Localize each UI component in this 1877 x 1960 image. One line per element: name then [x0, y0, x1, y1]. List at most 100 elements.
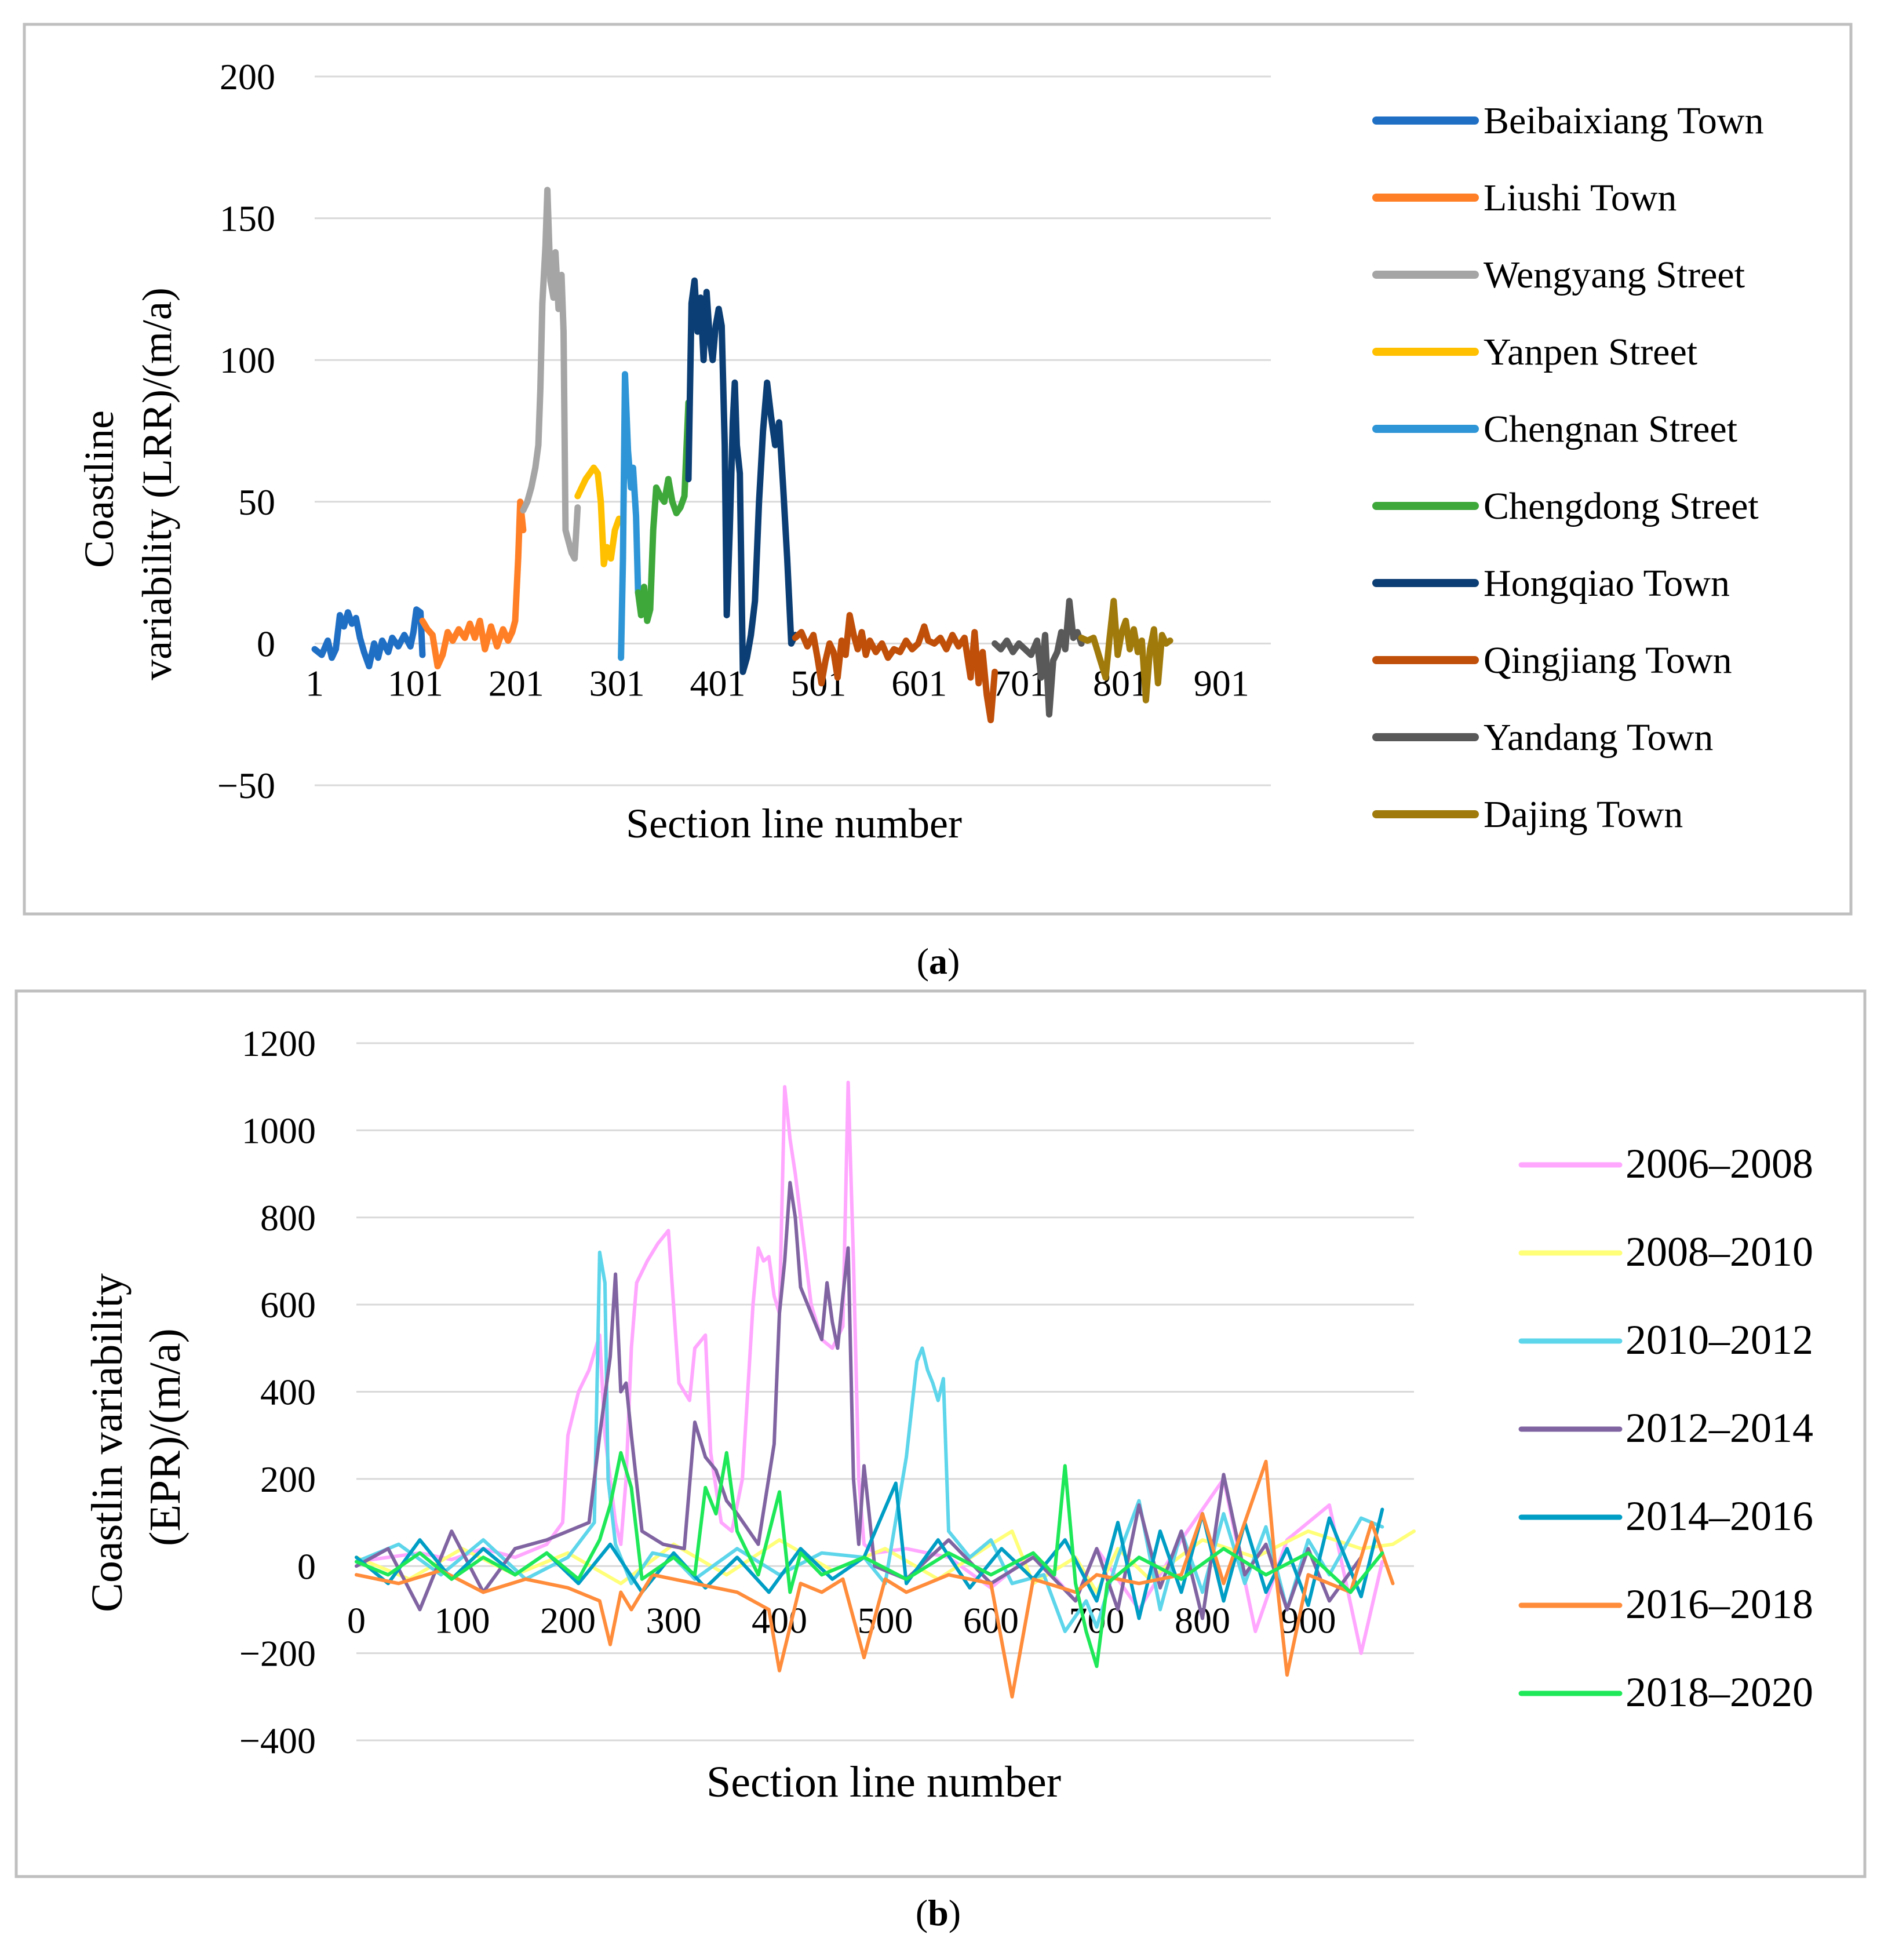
chart-a-legend-item: Liushi Town: [1372, 177, 1676, 219]
chart-a-ylabel-line2: variability (LRR)/(m/a): [134, 287, 180, 680]
chart-b-legend: 2006–2008 2008–2010 2010–2012 2012–2014 2014…: [1518, 1141, 1813, 1715]
chart-a-legend-item: Yanpen Street: [1372, 331, 1697, 373]
chart-a-series-line-6: [635, 399, 692, 624]
chart-b-legend-item: 2006–2008: [1518, 1141, 1813, 1187]
chart-a-series-line-10: [1078, 598, 1173, 704]
chart-a-legend-label: Chengdong Street: [1484, 485, 1759, 527]
chart-a-ytick-label: 50: [238, 482, 275, 523]
chart-b-ytick-label: 800: [260, 1197, 316, 1238]
chart-a-ytick-label: 150: [220, 198, 275, 239]
chart-a-yticks: 200 150 100 50 0 −50: [217, 56, 275, 806]
chart-a-legend-item: Wengyang Street: [1372, 254, 1745, 296]
chart-a-series-line-8: [792, 612, 998, 723]
chart-b-legend-item: 2008–2010: [1518, 1229, 1813, 1275]
chart-b-legend-item: 2016–2018: [1518, 1581, 1813, 1627]
chart-b-xticks: 0 100 200 300 400 500 600 700 800 900: [347, 1600, 1336, 1641]
chart-b-xlabel: Section line number: [706, 1758, 1061, 1806]
chart-a-xtick-label: 601: [891, 662, 947, 704]
chart-b-legend-item: 2014–2016: [1518, 1493, 1813, 1539]
chart-b-xtick-label: 0: [347, 1600, 366, 1641]
chart-b-ytick-label: 200: [260, 1459, 316, 1500]
chart-b-ytick-label: 400: [260, 1372, 316, 1413]
chart-b-legend-item: 2012–2014: [1518, 1405, 1813, 1451]
panel-b-label: b: [928, 1892, 949, 1933]
chart-b-series-line-6: [355, 1459, 1395, 1699]
chart-a-legend-label: Wengyang Street: [1484, 254, 1745, 296]
chart-b-series-line-3: [355, 1250, 1384, 1633]
chart-b-xtick-label: 300: [646, 1600, 702, 1641]
chart-a-xtick-label: 301: [589, 662, 645, 704]
chart-a-series: [311, 187, 1173, 723]
panel-a-label: a: [929, 941, 947, 982]
chart-b-ytick-label: 0: [297, 1546, 316, 1587]
chart-a-ytick-label: 100: [220, 340, 275, 381]
chart-b-xtick-label: 600: [963, 1600, 1019, 1641]
chart-b-ylabel: Coastlin variability (EPR)/(m/a): [83, 1262, 189, 1612]
chart-a-xtick-label: 401: [690, 662, 745, 704]
chart-a-legend-item: Chengnan Street: [1372, 408, 1737, 450]
chart-b-series-line-7: [355, 1451, 1384, 1668]
chart-b-xtick-label: 500: [858, 1600, 913, 1641]
chart-a-series-line-5: [618, 371, 642, 661]
chart-b-legend-label: 2006–2008: [1625, 1141, 1813, 1187]
chart-a-legend-item: Beibaixiang Town: [1372, 100, 1764, 142]
chart-a-legend-label: Hongqiao Town: [1484, 562, 1730, 604]
chart-b: 1200 1000 800 600 400 200 0 −200 −400 0 100 200 300…: [83, 1023, 1813, 1806]
chart-a-xlabel: Section line number: [626, 800, 962, 847]
chart-b-legend-label: 2018–2020: [1625, 1669, 1813, 1715]
panel-a-caption: (a): [917, 941, 960, 982]
chart-a-legend-item: Hongqiao Town: [1372, 562, 1730, 604]
chart-a-ytick-label: 200: [220, 56, 275, 97]
chart-a-legend: Beibaixiang Town Liushi Town Wengyang Stre…: [1372, 100, 1764, 836]
panel-b-caption: (b): [916, 1892, 961, 1933]
chart-a-series-line-7: [685, 277, 799, 675]
chart-a-series-line-1: [311, 606, 426, 669]
chart-a-xtick-label: 901: [1194, 662, 1249, 704]
chart-a-legend-item: Yandang Town: [1372, 716, 1713, 759]
chart-a-xtick-label: 201: [489, 662, 544, 704]
chart-a-ytick-label: 0: [257, 623, 275, 664]
chart-b-ytick-label: 600: [260, 1284, 316, 1325]
chart-b-ylabel-line2: (EPR)/(m/a): [141, 1328, 189, 1546]
chart-a-series-line-4: [574, 464, 622, 567]
panel-b-frame: [14, 989, 1867, 1878]
chart-b-ytick-label: −200: [239, 1633, 316, 1674]
chart-b-legend-item: 2010–2012: [1518, 1317, 1813, 1363]
chart-b-legend-label: 2014–2016: [1625, 1493, 1813, 1539]
chart-b-ytick-label: −400: [239, 1720, 316, 1761]
chart-b-legend-item: 2018–2020: [1518, 1669, 1813, 1715]
chart-b-xtick-label: 200: [540, 1600, 596, 1641]
chart-a-legend-item: Dajing Town: [1372, 793, 1683, 836]
panel-a-frame: [23, 23, 1853, 916]
chart-a-legend-label: Dajing Town: [1484, 793, 1683, 836]
chart-a-ytick-label: −50: [217, 765, 275, 806]
chart-a-legend-label: Liushi Town: [1484, 177, 1676, 219]
chart-a-legend-label: Yandang Town: [1484, 716, 1713, 759]
chart-b-xtick-label: 800: [1175, 1600, 1230, 1641]
chart-a-series-line-3: [520, 187, 581, 562]
chart-a-legend-label: Qingjiang Town: [1484, 639, 1732, 682]
chart-a-legend-item: Chengdong Street: [1372, 485, 1759, 527]
chart-b-series: [355, 1080, 1416, 1699]
chart-b-xtick-label: 100: [435, 1600, 490, 1641]
chart-b-legend-label: 2010–2012: [1625, 1317, 1813, 1363]
chart-a-legend-label: Beibaixiang Town: [1484, 100, 1764, 142]
chart-b-legend-label: 2012–2014: [1625, 1405, 1813, 1451]
chart-a-legend-label: Chengnan Street: [1484, 408, 1737, 450]
chart-a-xtick-label: 101: [388, 662, 443, 704]
chart-b-legend-label: 2016–2018: [1625, 1581, 1813, 1627]
chart-b-ytick-label: 1200: [242, 1023, 316, 1064]
chart-a-legend-label: Yanpen Street: [1484, 331, 1697, 373]
chart-a-ylabel-line1: Coastline: [76, 410, 122, 568]
chart-b-series-line-4: [355, 1181, 1363, 1620]
chart-a-xtick-label: 1: [305, 662, 324, 704]
chart-a-legend-item: Qingjiang Town: [1372, 639, 1732, 682]
chart-b-ylabel-line1: Coastlin variability: [83, 1273, 132, 1612]
chart-a-series-line-2: [419, 498, 527, 669]
chart-a-ylabel: Coastline variability (LRR)/(m/a): [76, 287, 180, 680]
chart-b-ytick-label: 1000: [242, 1110, 316, 1151]
chart-b-yticks: 1200 1000 800 600 400 200 0 −200 −400: [239, 1023, 316, 1761]
